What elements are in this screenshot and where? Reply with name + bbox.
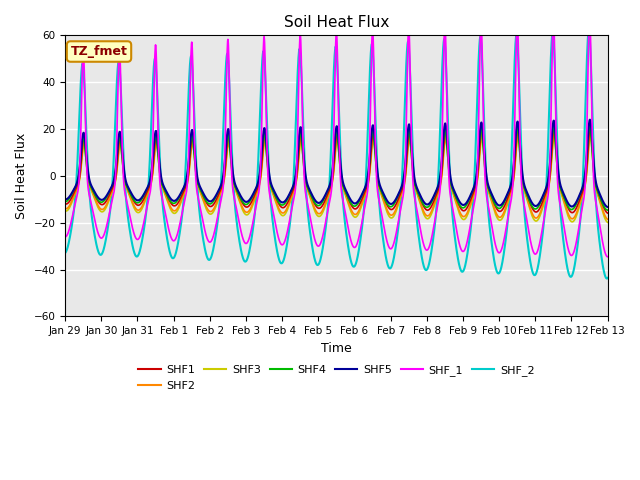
Text: TZ_fmet: TZ_fmet: [70, 45, 127, 58]
Title: Soil Heat Flux: Soil Heat Flux: [284, 15, 389, 30]
Legend: SHF1, SHF2, SHF3, SHF4, SHF5, SHF_1, SHF_2: SHF1, SHF2, SHF3, SHF4, SHF5, SHF_1, SHF…: [134, 361, 539, 395]
Y-axis label: Soil Heat Flux: Soil Heat Flux: [15, 133, 28, 219]
X-axis label: Time: Time: [321, 342, 352, 355]
